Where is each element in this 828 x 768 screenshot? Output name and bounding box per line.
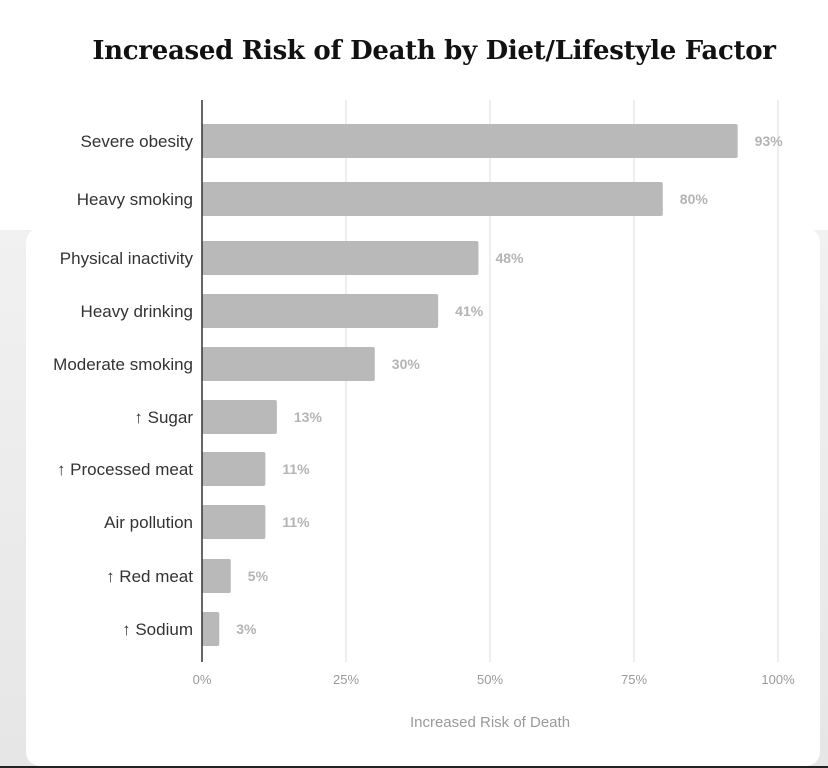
- x-tick-labels: 0% 25% 50% 75% 100%: [193, 672, 795, 687]
- bar: [202, 347, 375, 381]
- category-label: Heavy smoking: [77, 190, 193, 209]
- x-axis-title: Increased Risk of Death: [410, 714, 570, 731]
- bottom-border: [0, 766, 828, 768]
- bar: [202, 612, 220, 646]
- value-labels: 93% 80% 48% 41% 30% 13% 11% 11% 5% 3%: [236, 133, 783, 637]
- category-label: Severe obesity: [81, 132, 194, 151]
- value-label: 3%: [236, 621, 257, 637]
- x-tick-label: 75%: [621, 672, 647, 687]
- x-tick-label: 25%: [333, 672, 359, 687]
- category-label: ↑ Processed meat: [57, 460, 193, 479]
- category-label: ↑ Sodium: [122, 620, 193, 639]
- bar: [202, 559, 231, 593]
- category-label: ↑ Red meat: [106, 567, 193, 586]
- bar: [202, 241, 479, 275]
- bar: [202, 452, 266, 486]
- value-label: 80%: [680, 191, 709, 207]
- bar: [202, 505, 266, 539]
- category-label: ↑ Sugar: [134, 408, 193, 427]
- value-label: 13%: [294, 409, 323, 425]
- x-tick-label: 0%: [193, 672, 212, 687]
- value-label: 11%: [282, 461, 310, 477]
- x-tick-label: 100%: [761, 672, 795, 687]
- value-label: 11%: [282, 514, 310, 530]
- category-labels: Severe obesity Heavy smoking Physical inac…: [53, 132, 193, 639]
- value-label: 48%: [495, 250, 524, 266]
- value-label: 5%: [248, 568, 269, 584]
- category-label: Physical inactivity: [60, 249, 194, 268]
- category-label: Heavy drinking: [81, 302, 193, 321]
- value-label: 41%: [455, 303, 484, 319]
- chart-title: Increased Risk of Death by Diet/Lifestyl…: [92, 36, 776, 66]
- category-label: Moderate smoking: [53, 355, 193, 374]
- value-label: 93%: [755, 133, 784, 149]
- bar: [202, 294, 439, 328]
- bar: [202, 182, 663, 216]
- category-label: Air pollution: [104, 513, 193, 532]
- bar: [202, 124, 738, 158]
- bars-group: [202, 124, 738, 646]
- bar: [202, 400, 277, 434]
- x-tick-label: 50%: [477, 672, 503, 687]
- value-label: 30%: [392, 356, 421, 372]
